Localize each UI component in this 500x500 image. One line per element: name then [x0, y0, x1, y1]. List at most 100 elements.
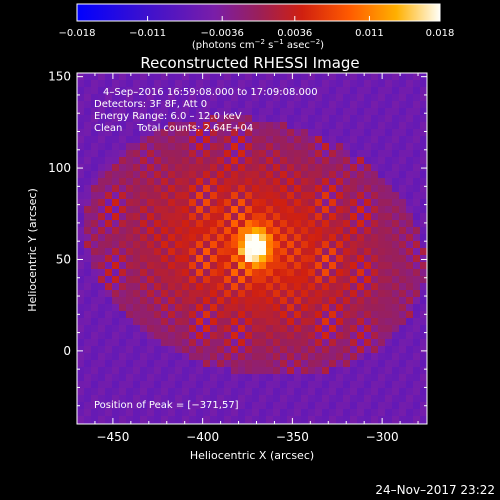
- heatmap-cell: [203, 339, 210, 346]
- heatmap-cell: [294, 332, 301, 339]
- heatmap-cell: [175, 171, 182, 178]
- heatmap-cell: [413, 206, 420, 213]
- heatmap-cell: [280, 157, 287, 164]
- heatmap-cell: [406, 325, 413, 332]
- heatmap-cell: [77, 311, 84, 318]
- heatmap-cell: [84, 339, 91, 346]
- heatmap-cell: [245, 374, 252, 381]
- heatmap-cell: [126, 269, 133, 276]
- heatmap-cell: [301, 290, 308, 297]
- heatmap-cell: [224, 332, 231, 339]
- heatmap-cell: [189, 290, 196, 297]
- heatmap-cell: [224, 402, 231, 409]
- heatmap-cell: [294, 360, 301, 367]
- heatmap-cell: [350, 416, 357, 423]
- heatmap-cell: [420, 283, 427, 290]
- heatmap-cell: [175, 73, 182, 80]
- heatmap-cell: [371, 234, 378, 241]
- heatmap-cell: [238, 164, 245, 171]
- heatmap-cell: [238, 171, 245, 178]
- heatmap-cell: [392, 304, 399, 311]
- heatmap-cell: [259, 276, 266, 283]
- heatmap-cell: [84, 297, 91, 304]
- heatmap-cell: [98, 402, 105, 409]
- y-tick-label: 100: [48, 161, 71, 175]
- heatmap-cell: [343, 325, 350, 332]
- heatmap-cell: [140, 381, 147, 388]
- heatmap-cell: [133, 143, 140, 150]
- heatmap-cell: [322, 164, 329, 171]
- heatmap-cell: [210, 94, 217, 101]
- annotation-peak-position: Position of Peak = [−371,57]: [94, 400, 239, 411]
- heatmap-cell: [280, 409, 287, 416]
- heatmap-cell: [385, 276, 392, 283]
- heatmap-cell: [210, 283, 217, 290]
- heatmap-cell: [336, 402, 343, 409]
- heatmap-cell: [196, 73, 203, 80]
- heatmap-cell: [161, 185, 168, 192]
- heatmap-cell: [175, 262, 182, 269]
- heatmap-cell: [217, 248, 224, 255]
- heatmap-cell: [189, 374, 196, 381]
- heatmap-cell: [196, 346, 203, 353]
- heatmap-cell: [245, 80, 252, 87]
- heatmap-cell: [378, 353, 385, 360]
- heatmap-cell: [105, 199, 112, 206]
- heatmap-cell: [161, 311, 168, 318]
- heatmap-cell: [336, 283, 343, 290]
- heatmap-cell: [294, 395, 301, 402]
- heatmap-cell: [112, 325, 119, 332]
- heatmap-cell: [301, 136, 308, 143]
- heatmap-cell: [420, 206, 427, 213]
- heatmap-cell: [231, 332, 238, 339]
- heatmap-cell: [294, 297, 301, 304]
- heatmap-cell: [364, 234, 371, 241]
- heatmap-cell: [77, 367, 84, 374]
- heatmap-cell: [224, 101, 231, 108]
- heatmap-cell: [161, 164, 168, 171]
- heatmap-cell: [378, 73, 385, 80]
- heatmap-cell: [420, 388, 427, 395]
- heatmap-cell: [315, 325, 322, 332]
- heatmap-cell: [280, 255, 287, 262]
- heatmap-cell: [392, 269, 399, 276]
- heatmap-cell: [378, 206, 385, 213]
- heatmap-cell: [245, 248, 252, 255]
- heatmap-cell: [336, 199, 343, 206]
- heatmap-cell: [203, 283, 210, 290]
- heatmap-cell: [175, 185, 182, 192]
- heatmap-cell: [175, 255, 182, 262]
- heatmap-cell: [308, 381, 315, 388]
- heatmap-cell: [392, 115, 399, 122]
- heatmap-cell: [175, 178, 182, 185]
- heatmap-cell: [343, 304, 350, 311]
- heatmap-cell: [350, 150, 357, 157]
- heatmap-cell: [196, 80, 203, 87]
- heatmap-cell: [196, 367, 203, 374]
- heatmap-cell: [203, 227, 210, 234]
- heatmap-cell: [322, 353, 329, 360]
- heatmap-cell: [259, 248, 266, 255]
- heatmap-cell: [112, 283, 119, 290]
- heatmap-cell: [140, 80, 147, 87]
- heatmap-cell: [196, 87, 203, 94]
- heatmap-cell: [91, 248, 98, 255]
- heatmap-cell: [294, 171, 301, 178]
- heatmap-cell: [315, 143, 322, 150]
- heatmap-cell: [308, 339, 315, 346]
- heatmap-cell: [154, 416, 161, 423]
- heatmap-cell: [203, 234, 210, 241]
- heatmap-cell: [406, 374, 413, 381]
- heatmap-cell: [259, 115, 266, 122]
- heatmap-cell: [140, 157, 147, 164]
- heatmap-cell: [224, 360, 231, 367]
- heatmap-cell: [259, 262, 266, 269]
- heatmap-cell: [399, 94, 406, 101]
- heatmap-cell: [133, 136, 140, 143]
- chart-title: Reconstructed RHESSI Image: [140, 54, 359, 72]
- heatmap-cell: [112, 374, 119, 381]
- heatmap-cell: [98, 353, 105, 360]
- heatmap-cell: [91, 339, 98, 346]
- heatmap-cell: [357, 381, 364, 388]
- heatmap-cell: [287, 353, 294, 360]
